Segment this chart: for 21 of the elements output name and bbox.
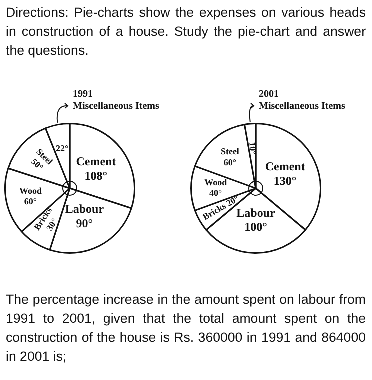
data-label: 90° bbox=[76, 216, 94, 231]
slice-label: Steel bbox=[220, 146, 240, 157]
data-label: 60° bbox=[224, 157, 237, 168]
slice-label: Cement bbox=[265, 160, 306, 174]
data-label: 60° bbox=[24, 196, 38, 207]
data-label: 100° bbox=[244, 220, 268, 234]
legend-label: Miscellaneous Items bbox=[259, 101, 346, 112]
data-label: 22° bbox=[56, 143, 70, 154]
data-label: 40° bbox=[210, 188, 223, 198]
slice-label: Wood bbox=[204, 177, 228, 188]
chart-title: 2001 bbox=[259, 89, 279, 100]
slice-label: Labour bbox=[65, 202, 105, 216]
data-label: 108° bbox=[84, 168, 108, 183]
slice-label: Labour bbox=[236, 206, 276, 220]
slice-label: Cement bbox=[76, 154, 116, 168]
legend-label: Miscellaneous Items bbox=[73, 101, 160, 112]
data-label: 130° bbox=[274, 174, 297, 188]
chart-title: 1991 bbox=[73, 89, 93, 100]
text: Directions: Pie-charts show the expenses on various heads in construction of a house. Study the pie-chart and answer the questions. bbox=[6, 4, 366, 60]
text: The percentage increase in the amount spent on labour from 1991 to 2001, given that the total amount spent on the construction of the house is Rs. 360000 in 1991 and 864000 in 2001 is; bbox=[6, 291, 366, 366]
slice-label: Wood bbox=[19, 186, 42, 196]
